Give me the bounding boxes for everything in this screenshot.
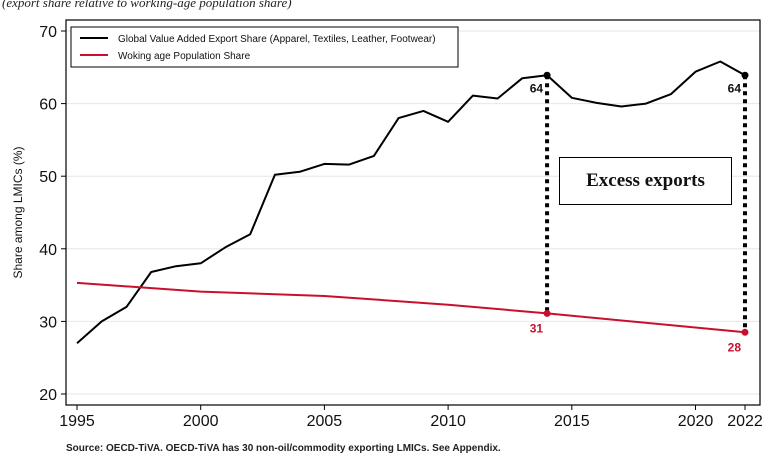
population-value-label-2022: 28 [728, 340, 742, 354]
legend-label-1: Woking age Population Share [118, 51, 251, 62]
y-axis-label: Share among LMICs (%) [11, 146, 25, 278]
grid-lines [66, 30, 760, 395]
x-tick-label-2015: 2015 [554, 413, 590, 430]
x-tick-label-2000: 2000 [183, 413, 219, 430]
x-tick-label-1995: 1995 [59, 413, 95, 430]
y-tick-label-20: 20 [39, 387, 57, 404]
plot-frame [65, 19, 761, 406]
legend-box [70, 26, 459, 68]
chart-subtitle: (export share relative to working-age po… [2, 0, 292, 10]
export-value-label-2022: 64 [728, 81, 742, 95]
population-value-label-2014: 31 [530, 321, 544, 335]
export-share-line [76, 60, 746, 344]
export-value-label-2014: 64 [530, 81, 544, 95]
export-marker-2022 [741, 71, 749, 79]
y-tick-label-60: 60 [39, 97, 57, 114]
axes: 20 30 40 50 60 70 1995 2000 2005 2010 2015 2020 2022… [11, 19, 763, 430]
legend: Global Value Added Export Share (Apparel… [70, 26, 459, 68]
y-tick-label-50: 50 [39, 169, 57, 186]
y-tick-label-40: 40 [39, 242, 57, 259]
legend-label-0: Global Value Added Export Share (Apparel… [118, 34, 436, 45]
x-tick-label-2005: 2005 [307, 413, 343, 430]
x-tick-label-2022: 2022 [727, 413, 763, 430]
series-lines [76, 60, 746, 344]
x-tick-label-2010: 2010 [430, 413, 466, 430]
population-share-line [76, 281, 746, 334]
population-marker-2022 [741, 328, 749, 336]
x-tick-label-2020: 2020 [678, 413, 714, 430]
source-note: Source: OECD-TiVA. OECD-TiVA has 30 non-… [66, 443, 501, 454]
y-tick-label-70: 70 [39, 24, 57, 41]
y-tick-label-30: 30 [39, 314, 57, 331]
annotation-markers: 64 31 64 28 [530, 71, 749, 354]
excess-exports-annotation: Excess exports [559, 157, 732, 205]
export-marker-2014 [543, 71, 551, 79]
population-marker-2014 [543, 309, 551, 317]
